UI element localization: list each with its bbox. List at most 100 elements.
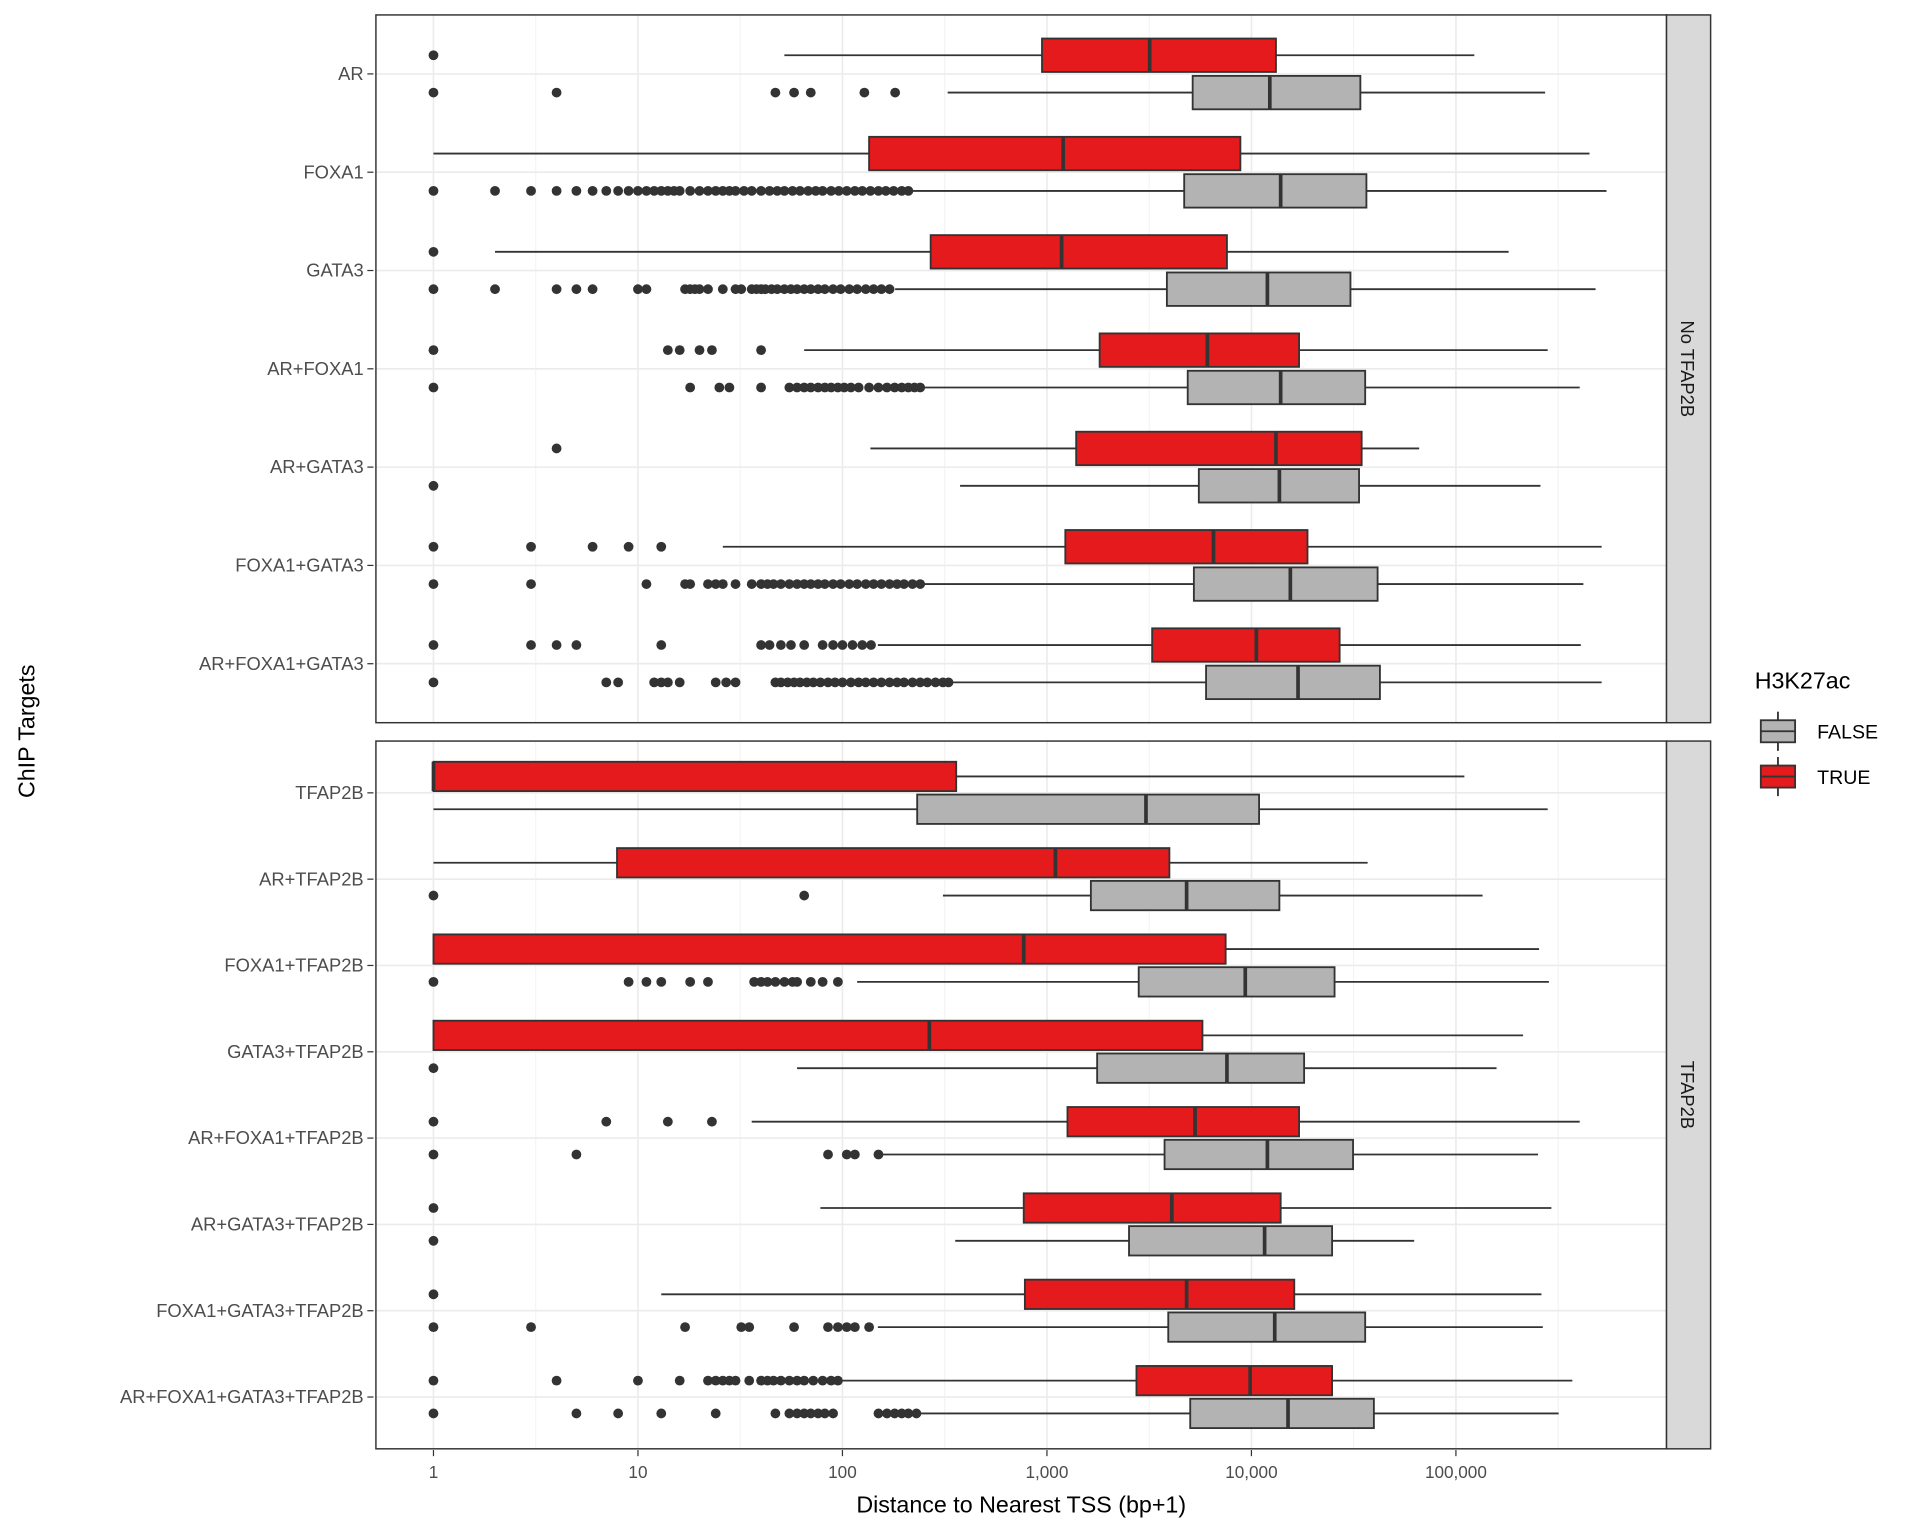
outlier-point [685, 579, 696, 589]
outlier-point [428, 1149, 439, 1160]
outlier-point [649, 677, 660, 688]
box-false [428, 271, 1596, 307]
outlier-point [744, 1322, 755, 1333]
outlier-point [703, 1375, 713, 1386]
outlier-point [428, 1408, 439, 1419]
outlier-point [907, 579, 918, 589]
outlier-point [551, 1375, 562, 1386]
outlier-point [746, 579, 757, 589]
outlier-point [792, 579, 802, 589]
outlier-point [428, 50, 439, 61]
outlier-point [873, 185, 884, 196]
outlier-point [768, 579, 779, 589]
outlier-point [795, 185, 805, 196]
outlier-point [890, 87, 901, 98]
outlier-point [694, 284, 705, 295]
outlier-point [826, 382, 836, 393]
x-tick-label: 1 [429, 1462, 439, 1482]
outlier-point [865, 185, 876, 196]
outlier-point [662, 1116, 673, 1127]
outlier-point [868, 579, 879, 589]
outlier-point [762, 976, 773, 987]
box-true [432, 1019, 1524, 1051]
outlier-point [833, 185, 844, 196]
outlier-point [853, 382, 864, 393]
outlier-point [685, 976, 696, 987]
outlier-point [817, 640, 828, 650]
outlier-point [784, 382, 795, 393]
facet-panel: AR FOXA1 GATA3 AR+FOXA1 AR+GATA3 FOXA1+GATA3 A… [199, 14, 1712, 724]
outlier-point [526, 579, 536, 589]
outlier-point [915, 579, 926, 589]
outlier-point [772, 284, 783, 295]
outlier-point [841, 1149, 852, 1160]
outlier-point [775, 579, 786, 589]
outlier-point [587, 541, 598, 552]
box-false [428, 74, 1546, 111]
box-iqr [1165, 271, 1352, 307]
y-tick-label: FOXA1+GATA3 [235, 555, 363, 576]
legend-item: TRUE [1759, 756, 1870, 797]
outlier-point [662, 345, 673, 356]
outlier-point [835, 284, 846, 295]
outlier-point [770, 1408, 781, 1419]
y-tick-label: AR+FOXA1 [267, 358, 363, 379]
outlier-point [428, 185, 439, 196]
outlier-point [907, 677, 918, 688]
box-true [433, 847, 1368, 879]
box-iqr [1163, 1138, 1354, 1171]
outlier-point [837, 677, 848, 688]
outlier-point [813, 579, 823, 589]
y-tick-label: AR+FOXA1+GATA3+TFAP2B [120, 1386, 364, 1407]
outlier-point [724, 382, 735, 393]
outlier-point [526, 1322, 536, 1333]
outlier-point [795, 677, 805, 688]
outlier-point [428, 87, 439, 98]
outlier-point [428, 345, 439, 356]
box-iqr [1137, 966, 1336, 998]
facet-panel: TFAP2B AR+TFAP2B FOXA1+TFAP2B GATA3+TFAP2B A… [120, 740, 1712, 1450]
outlier-point [571, 1408, 582, 1419]
box-true [428, 627, 1581, 663]
outlier-point [428, 1063, 439, 1074]
outlier-point [571, 185, 582, 196]
outlier-point [839, 382, 850, 393]
outlier-point [889, 382, 900, 393]
outlier-point [623, 185, 634, 196]
box-iqr [616, 847, 1171, 879]
outlier-point [852, 579, 863, 589]
box-iqr [1192, 566, 1379, 602]
outlier-point [613, 677, 624, 688]
outlier-point [428, 890, 439, 901]
outlier-point [832, 1375, 843, 1386]
box-iqr [1205, 664, 1381, 701]
outlier-point [792, 284, 802, 295]
outlier-point [674, 345, 685, 356]
x-tick-label: 10 [628, 1462, 647, 1482]
outlier-point [849, 1149, 860, 1160]
outlier-point [873, 1408, 884, 1419]
outlier-point [792, 1375, 802, 1386]
outlier-point [656, 640, 667, 650]
outlier-point [694, 345, 705, 356]
outlier-point [884, 284, 895, 295]
outlier-point [707, 1116, 717, 1127]
outlier-point [792, 976, 802, 987]
outlier-point [789, 1322, 799, 1333]
box-iqr [1128, 1225, 1334, 1257]
outlier-point [823, 1322, 833, 1333]
outlier-point [730, 185, 741, 196]
outlier-point [710, 677, 721, 688]
outlier-point [805, 87, 816, 98]
box-iqr [1096, 1052, 1306, 1084]
outlier-point [775, 677, 786, 688]
outlier-point [428, 1289, 439, 1300]
box-false [428, 1225, 1415, 1257]
outlier-point [779, 185, 790, 196]
outlier-point [789, 87, 799, 98]
box-iqr [1075, 430, 1363, 467]
box-true [428, 1106, 1580, 1138]
outlier-point [633, 185, 643, 196]
outlier-point [884, 677, 895, 688]
